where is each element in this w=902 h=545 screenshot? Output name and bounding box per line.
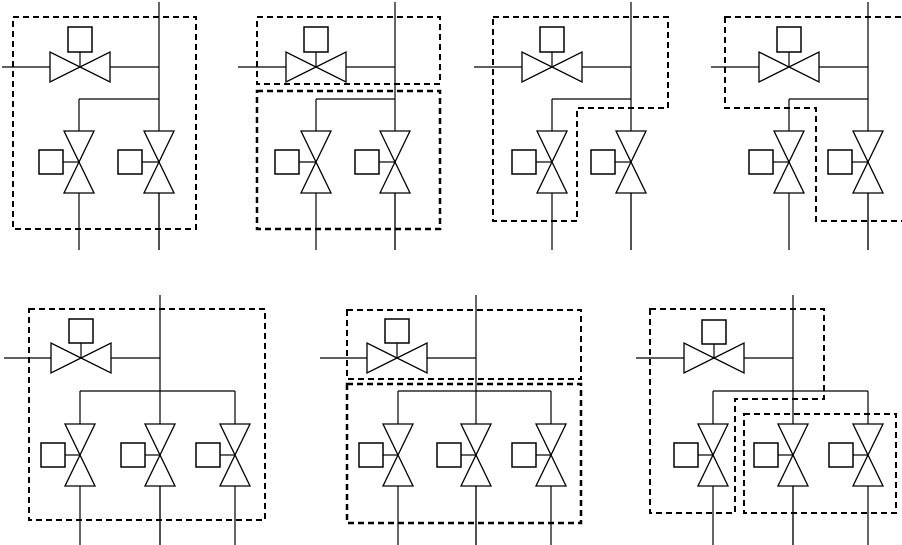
actuator-valve-icon	[591, 131, 646, 193]
actuator-valve-icon	[359, 424, 413, 486]
actuator-valve-icon	[828, 131, 883, 193]
group-boundary	[13, 17, 196, 229]
actuator-valve-icon	[355, 131, 410, 193]
actuator-valve-icon	[121, 424, 175, 486]
diagram-g	[636, 295, 896, 545]
diagram-b	[238, 2, 440, 250]
actuator-valve-icon	[512, 131, 567, 193]
actuator-valve-icon	[674, 424, 728, 486]
diagram-a	[2, 2, 196, 250]
actuator-valve-icon	[275, 131, 331, 193]
actuator-valve-icon	[512, 424, 566, 486]
diagram-e	[4, 295, 265, 545]
group-boundary	[347, 310, 581, 379]
actuator-valve-icon	[118, 131, 174, 193]
actuator-valve-icon	[749, 131, 804, 193]
diagram-c	[474, 2, 668, 250]
actuator-valve-icon	[196, 424, 250, 486]
actuator-valve-icon	[437, 424, 491, 486]
group-boundary	[257, 17, 440, 84]
actuator-valve-icon	[829, 424, 883, 486]
group-boundary	[29, 309, 265, 520]
diagram-f	[320, 295, 581, 545]
actuator-valve-icon	[754, 424, 808, 486]
actuator-valve-icon	[39, 131, 94, 193]
actuator-valve-icon	[41, 424, 95, 486]
diagram-d	[711, 2, 902, 250]
